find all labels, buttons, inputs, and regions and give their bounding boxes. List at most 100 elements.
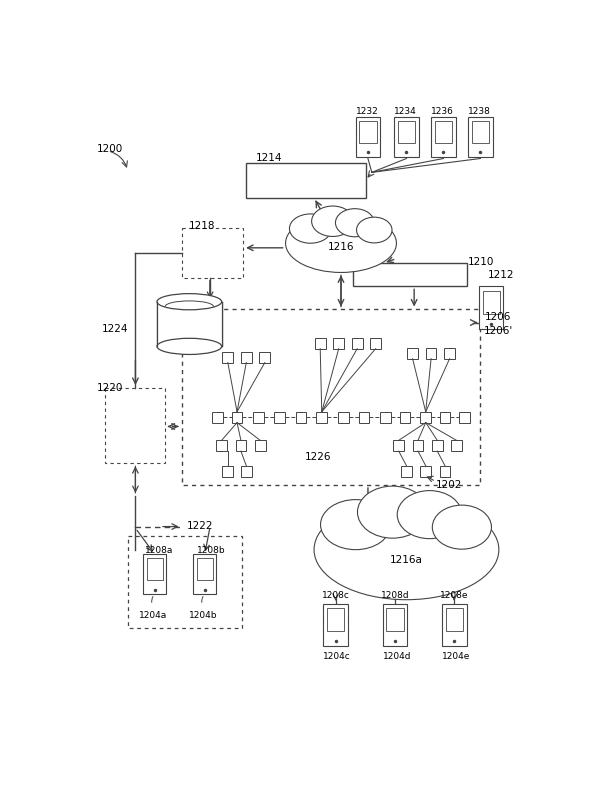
Bar	[444, 349, 455, 359]
Ellipse shape	[157, 294, 222, 310]
Text: 1208d: 1208d	[381, 590, 410, 599]
Bar	[235, 441, 246, 452]
Bar	[382, 604, 407, 646]
Text: 1226: 1226	[305, 452, 332, 461]
Text: 1208c: 1208c	[322, 590, 350, 599]
Text: 1204a: 1204a	[138, 610, 167, 619]
Bar	[181, 310, 480, 485]
Text: 1218: 1218	[189, 221, 216, 231]
Bar	[315, 338, 326, 349]
Text: 1200: 1200	[97, 144, 123, 154]
Bar	[398, 122, 415, 144]
Bar	[259, 352, 270, 363]
Bar	[241, 466, 252, 477]
Bar	[143, 555, 166, 594]
Bar	[401, 466, 412, 477]
Bar	[255, 441, 265, 452]
Text: 1208a: 1208a	[145, 545, 173, 554]
Text: 1204e: 1204e	[442, 651, 470, 661]
Bar	[274, 412, 285, 423]
Bar	[323, 604, 348, 646]
Text: 1224: 1224	[102, 323, 129, 333]
Bar	[371, 338, 381, 349]
Bar	[472, 122, 489, 144]
Bar	[157, 302, 222, 347]
Text: 1206: 1206	[485, 311, 511, 322]
Bar	[147, 558, 163, 581]
Bar	[435, 122, 452, 144]
Bar	[193, 555, 216, 594]
Text: 1234: 1234	[394, 107, 417, 116]
Bar	[353, 264, 466, 287]
Bar	[296, 412, 306, 423]
Bar	[380, 412, 391, 423]
Text: 1210: 1210	[468, 256, 495, 266]
Bar	[128, 536, 242, 629]
Bar	[459, 412, 470, 423]
Text: 1204c: 1204c	[323, 651, 351, 661]
Text: 1208b: 1208b	[197, 545, 226, 554]
Bar	[232, 412, 242, 423]
Ellipse shape	[397, 491, 462, 539]
Text: 1208e: 1208e	[440, 590, 469, 599]
Bar	[356, 118, 380, 158]
Ellipse shape	[290, 215, 332, 244]
Bar	[338, 412, 349, 423]
Bar	[387, 608, 404, 631]
Text: 1216a: 1216a	[390, 554, 423, 564]
Bar	[105, 388, 165, 464]
Ellipse shape	[157, 339, 222, 355]
Text: 1206': 1206'	[483, 326, 513, 335]
Ellipse shape	[285, 215, 397, 273]
Text: 1216: 1216	[328, 242, 354, 252]
Bar	[394, 118, 419, 158]
Bar	[442, 604, 466, 646]
Bar	[420, 466, 431, 477]
Bar	[359, 122, 376, 144]
Text: 1204b: 1204b	[189, 610, 218, 619]
Ellipse shape	[311, 207, 354, 237]
Bar	[216, 441, 227, 452]
Bar	[212, 412, 223, 423]
Text: 1238: 1238	[468, 107, 491, 116]
Bar	[359, 412, 369, 423]
Text: 1204d: 1204d	[382, 651, 411, 661]
Bar	[432, 441, 443, 452]
Bar	[333, 338, 344, 349]
Text: 1214: 1214	[256, 153, 283, 163]
Bar	[181, 229, 243, 278]
Bar	[440, 466, 450, 477]
Bar	[482, 291, 500, 314]
Text: 1212: 1212	[488, 269, 515, 279]
Bar	[316, 412, 327, 423]
Ellipse shape	[356, 218, 392, 244]
Text: 1232: 1232	[356, 107, 378, 116]
Text: 1202: 1202	[436, 480, 462, 489]
Bar	[479, 287, 504, 330]
Bar	[440, 412, 450, 423]
Bar	[426, 349, 437, 359]
Bar	[222, 352, 233, 363]
Bar	[246, 164, 366, 199]
Ellipse shape	[314, 500, 499, 600]
Ellipse shape	[358, 487, 428, 538]
Bar	[431, 118, 456, 158]
Ellipse shape	[336, 209, 374, 237]
Bar	[394, 441, 404, 452]
Bar	[352, 338, 362, 349]
Bar	[241, 352, 252, 363]
Bar	[400, 412, 410, 423]
Text: 1236: 1236	[431, 107, 454, 116]
Text: 1222: 1222	[187, 520, 213, 531]
Ellipse shape	[320, 500, 391, 550]
Bar	[451, 441, 462, 452]
Bar	[413, 441, 423, 452]
Bar	[420, 412, 431, 423]
Bar	[468, 118, 493, 158]
Bar	[222, 466, 233, 477]
Bar	[197, 558, 213, 581]
Text: 1220: 1220	[97, 383, 124, 392]
Bar	[327, 608, 344, 631]
Bar	[253, 412, 264, 423]
Ellipse shape	[433, 505, 492, 549]
